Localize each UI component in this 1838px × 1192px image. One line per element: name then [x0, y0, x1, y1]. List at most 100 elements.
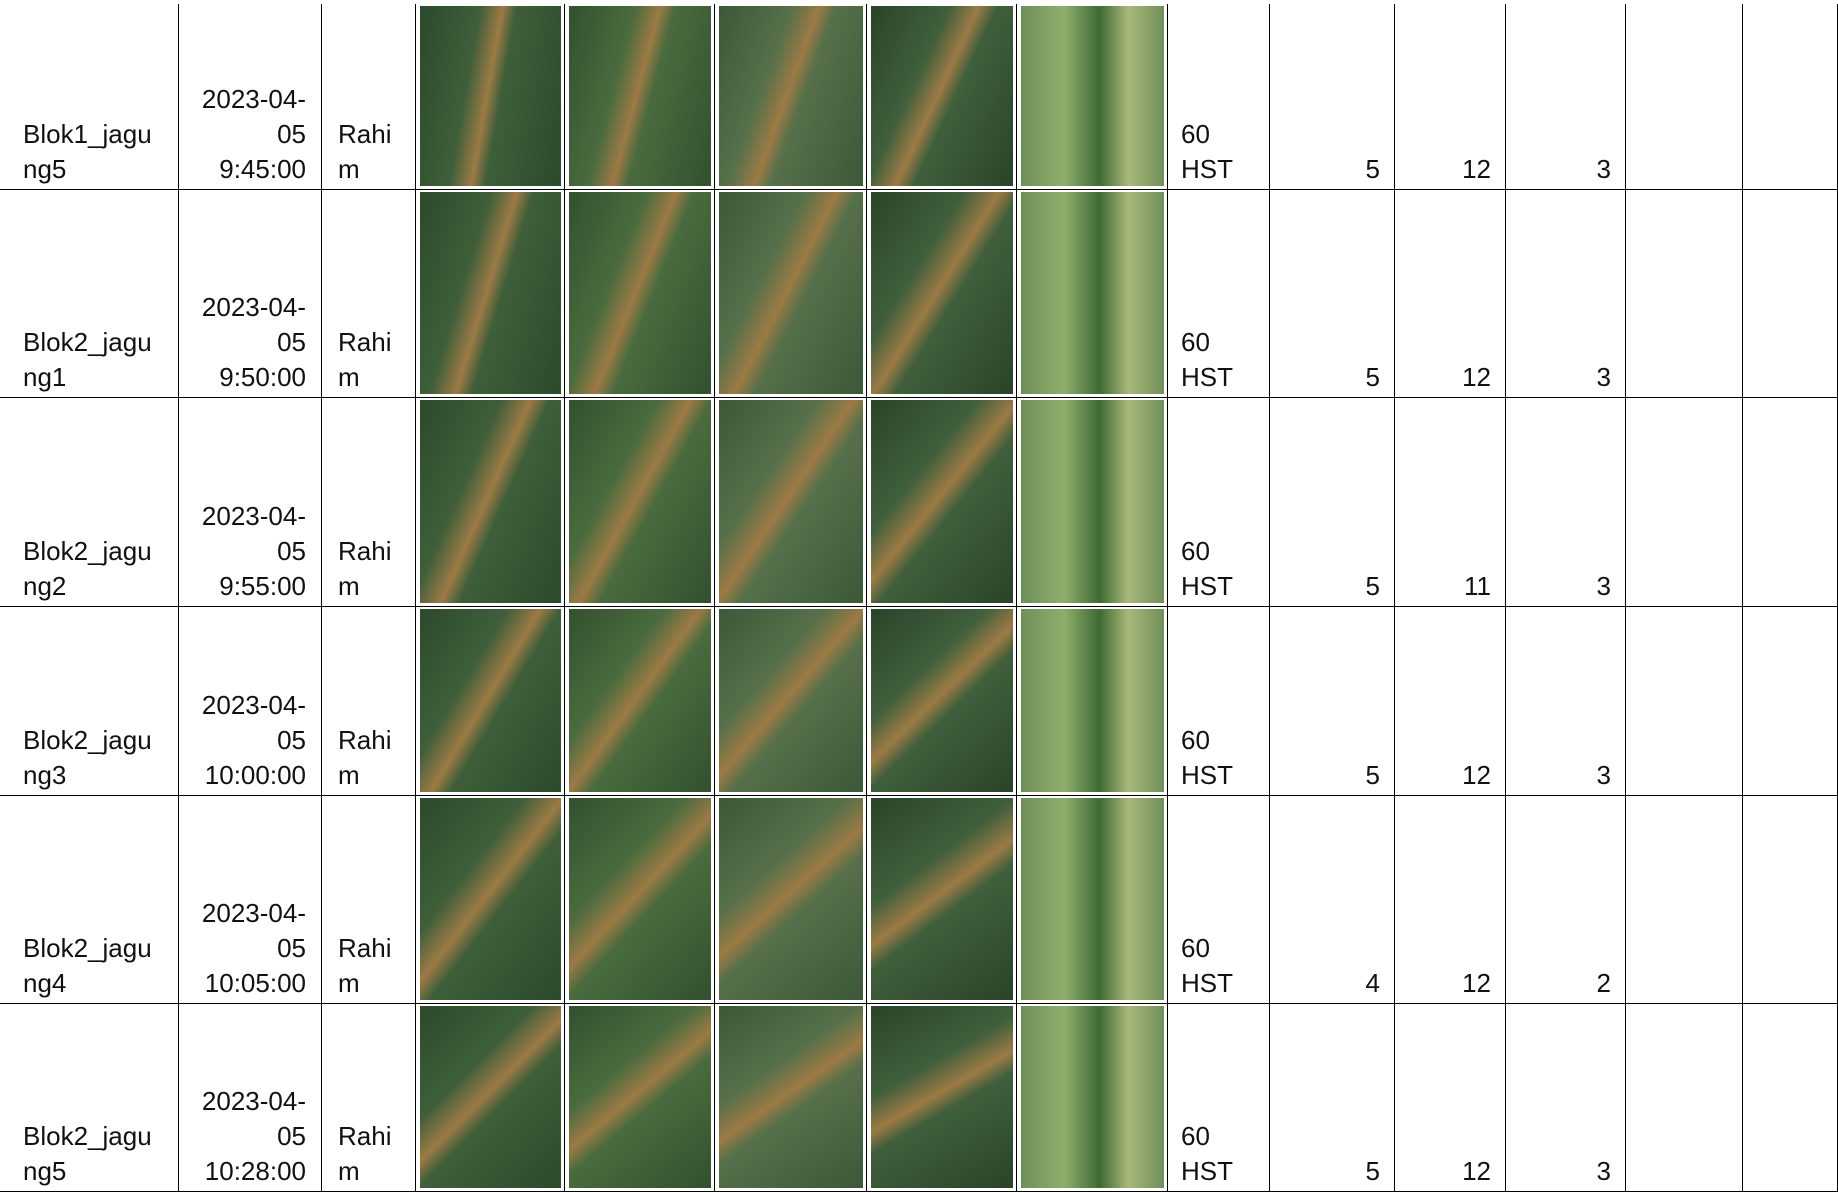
plant-age-text: 60 HST: [1181, 327, 1233, 392]
leaf-photo: [871, 6, 1013, 186]
score: 3: [1506, 398, 1626, 607]
sample-id: Blok2_jagung3: [0, 607, 179, 796]
datetime: 2023-04-05 10:00:00: [179, 607, 322, 796]
observer-text: Rahim: [338, 1121, 392, 1186]
image-cell: [416, 607, 565, 796]
score-text: 12: [1462, 362, 1491, 392]
image-cell: [867, 190, 1017, 398]
image-cell: [715, 398, 867, 607]
empty-cell: [1743, 398, 1838, 607]
sample-id-text: Blok1_jagung5: [23, 119, 152, 184]
score: 3: [1506, 1004, 1626, 1192]
score: 5: [1270, 398, 1395, 607]
leaf-photo: [420, 798, 561, 1000]
sample-id-text: Blok2_jagung4: [23, 933, 152, 998]
observer: Rahim: [322, 796, 416, 1004]
image-cell: [715, 190, 867, 398]
plant-age: 60 HST: [1168, 607, 1270, 796]
score: 3: [1506, 4, 1626, 190]
leaf-photo: [569, 192, 711, 394]
leaf-photo: [871, 192, 1013, 394]
image-cell: [565, 4, 715, 190]
image-cell: [1017, 607, 1168, 796]
score-text: 3: [1596, 362, 1611, 392]
leaf-photo: [871, 798, 1013, 1000]
leaf-photo: [1021, 192, 1164, 394]
score-text: 5: [1365, 1156, 1380, 1186]
image-cell: [565, 398, 715, 607]
score: 12: [1395, 190, 1506, 398]
datetime-text: 2023-04-05 9:55:00: [201, 501, 306, 601]
score: 11: [1395, 398, 1506, 607]
image-cell: [416, 4, 565, 190]
datetime-text: 2023-04-05 9:50:00: [201, 292, 306, 392]
image-cell: [715, 796, 867, 1004]
empty-cell: [1743, 796, 1838, 1004]
sample-id-text: Blok2_jagung3: [23, 725, 152, 790]
score-text: 2: [1596, 968, 1611, 998]
sample-id: Blok2_jagung5: [0, 1004, 179, 1192]
leaf-photo: [719, 1006, 863, 1188]
sample-id-text: Blok2_jagung2: [23, 536, 152, 601]
score-text: 3: [1596, 760, 1611, 790]
leaf-photo: [569, 6, 711, 186]
empty-cell: [1626, 190, 1743, 398]
observer-text: Rahim: [338, 933, 392, 998]
plant-age: 60 HST: [1168, 4, 1270, 190]
image-cell: [1017, 398, 1168, 607]
score: 5: [1270, 607, 1395, 796]
datetime: 2023-04-05 10:28:00: [179, 1004, 322, 1192]
score-text: 12: [1462, 1156, 1491, 1186]
leaf-photo: [871, 609, 1013, 792]
empty-cell: [1626, 1004, 1743, 1192]
leaf-photo: [420, 1006, 561, 1188]
datetime-text: 2023-04-05 10:28:00: [201, 1086, 306, 1186]
sample-id: Blok2_jagung2: [0, 398, 179, 607]
sample-id-text: Blok2_jagung1: [23, 327, 152, 392]
empty-cell: [1626, 607, 1743, 796]
plant-age: 60 HST: [1168, 1004, 1270, 1192]
empty-cell: [1743, 190, 1838, 398]
image-cell: [1017, 4, 1168, 190]
score: 5: [1270, 4, 1395, 190]
observer: Rahim: [322, 398, 416, 607]
image-cell: [1017, 796, 1168, 1004]
observer-text: Rahim: [338, 536, 392, 601]
datetime: 2023-04-05 9:50:00: [179, 190, 322, 398]
leaf-photo: [719, 192, 863, 394]
score-text: 5: [1365, 362, 1380, 392]
leaf-photo: [569, 1006, 711, 1188]
leaf-photo: [569, 400, 711, 603]
empty-cell: [1626, 398, 1743, 607]
score: 5: [1270, 190, 1395, 398]
image-cell: [416, 190, 565, 398]
sample-id: Blok2_jagung4: [0, 796, 179, 1004]
image-cell: [715, 607, 867, 796]
leaf-photo: [1021, 1006, 1164, 1188]
score-text: 11: [1464, 571, 1491, 601]
image-cell: [565, 190, 715, 398]
leaf-photo: [1021, 798, 1164, 1000]
score: 5: [1270, 1004, 1395, 1192]
score: 12: [1395, 796, 1506, 1004]
leaf-photo: [420, 192, 561, 394]
observer: Rahim: [322, 1004, 416, 1192]
score: 3: [1506, 190, 1626, 398]
sample-id-text: Blok2_jagung5: [23, 1121, 152, 1186]
score: 2: [1506, 796, 1626, 1004]
datetime-text: 2023-04-05 10:00:00: [201, 690, 306, 790]
score: 12: [1395, 4, 1506, 190]
observer-text: Rahim: [338, 327, 392, 392]
leaf-photo: [420, 6, 561, 186]
leaf-photo: [1021, 609, 1164, 792]
leaf-photo: [719, 798, 863, 1000]
score-text: 5: [1365, 154, 1380, 184]
empty-cell: [1743, 607, 1838, 796]
image-cell: [867, 796, 1017, 1004]
sample-id: Blok2_jagung1: [0, 190, 179, 398]
datetime: 2023-04-05 9:45:00: [179, 4, 322, 190]
leaf-photo: [1021, 6, 1164, 186]
plant-age-text: 60 HST: [1181, 933, 1233, 998]
score: 3: [1506, 607, 1626, 796]
image-cell: [715, 4, 867, 190]
